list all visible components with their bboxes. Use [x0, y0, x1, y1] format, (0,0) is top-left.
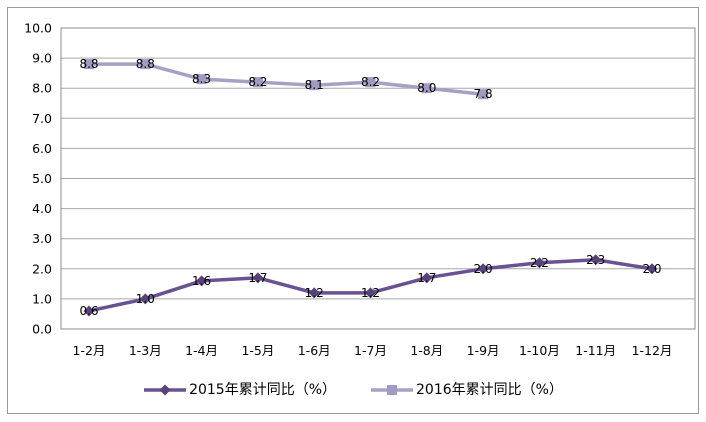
series-0-data-label: 2.0 [642, 262, 661, 276]
series-1-square-marker [84, 59, 94, 70]
chart-frame [7, 7, 699, 414]
series-0-data-label: 2.0 [474, 262, 493, 276]
y-tick-label: 10.0 [24, 21, 52, 36]
series-0-diamond-marker [139, 293, 151, 305]
x-tick-label: 1-9月 [467, 343, 500, 358]
series-1-data-label: 8.0 [417, 81, 436, 95]
x-tick-label: 1-10月 [519, 343, 560, 358]
legend-2015-diamond-icon [143, 384, 187, 396]
series-0-diamond-marker [646, 263, 658, 275]
x-tick-label: 1-8月 [410, 343, 443, 358]
y-tick-label: 4.0 [32, 201, 52, 216]
x-tick-label: 1-11月 [575, 343, 616, 358]
series-0-diamond-marker [196, 275, 208, 287]
series-0-data-label: 1.2 [361, 286, 380, 300]
series-0-diamond-marker [590, 254, 602, 266]
series-0-data-label: 2.2 [530, 256, 549, 270]
legend-2016-square-icon [370, 384, 414, 396]
x-tick-label: 1-7月 [354, 343, 387, 358]
series-1-square-marker [478, 89, 489, 100]
series-0-data-label: 1.2 [305, 286, 324, 300]
series-1-data-label: 8.8 [79, 57, 98, 71]
series-0-diamond-marker [83, 305, 95, 317]
series-0-data-label: 1.0 [136, 292, 155, 306]
series-0-diamond-marker [252, 272, 264, 284]
series-0-diamond-marker [421, 272, 433, 284]
series-0-diamond-marker [365, 287, 376, 299]
x-tick-label: 1-5月 [241, 343, 274, 358]
legend-2015-label: 2015年累计同比（%） [189, 382, 336, 398]
x-tick-label: 1-2月 [73, 343, 106, 358]
series-0-data-label: 1.7 [248, 271, 267, 285]
x-tick-label: 1-6月 [298, 343, 331, 358]
y-tick-label: 9.0 [32, 51, 52, 66]
series-1-data-label: 8.3 [192, 72, 211, 86]
x-tick-label: 1-3月 [129, 343, 162, 358]
x-tick-label: 1-4月 [185, 343, 218, 358]
series-1-data-label: 8.8 [136, 57, 155, 71]
series-1-square-marker [196, 74, 207, 85]
series-1-square-marker [365, 77, 376, 88]
series-1-data-label: 8.1 [305, 78, 324, 92]
series-1-line [87, 62, 485, 96]
y-tick-label: 6.0 [32, 141, 52, 156]
series-0-data-label: 1.6 [192, 274, 211, 288]
y-tick-label: 3.0 [32, 231, 52, 246]
series-1-square-marker [252, 77, 263, 88]
series-1-square-marker [140, 59, 151, 70]
y-tick-label: 8.0 [32, 81, 52, 96]
chart-legend: 2015年累计同比（%） 2016年累计同比（%） [0, 377, 706, 403]
series-1-data-label: 8.2 [361, 75, 380, 89]
y-tick-label: 7.0 [32, 111, 52, 126]
y-tick-label: 1.0 [32, 291, 52, 306]
series-1-data-label: 7.8 [474, 87, 493, 101]
series-0-diamond-marker [477, 263, 489, 275]
series-0-data-label: 1.7 [417, 271, 436, 285]
legend-item-2016: 2016年累计同比（%） [370, 383, 563, 397]
series-0-diamond-marker [308, 287, 320, 299]
series-0-data-label: 0.6 [79, 304, 98, 318]
y-tick-label: 0.0 [32, 322, 52, 337]
plot-border [60, 27, 696, 330]
y-tick-label: 2.0 [32, 261, 52, 276]
legend-item-2015: 2015年累计同比（%） [143, 383, 336, 397]
series-1-data-label: 8.2 [248, 75, 267, 89]
series-1-square-marker [309, 80, 320, 91]
y-tick-label: 5.0 [32, 171, 52, 186]
series-1-square-marker [421, 83, 432, 94]
series-0-diamond-marker [533, 257, 545, 269]
series-0-data-label: 2.3 [586, 253, 605, 267]
legend-2016-label: 2016年累计同比（%） [416, 382, 563, 398]
x-tick-label: 1-12月 [632, 343, 673, 358]
